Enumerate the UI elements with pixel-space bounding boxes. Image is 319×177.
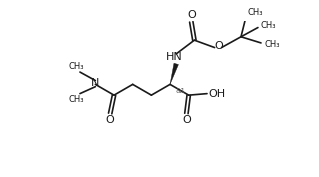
Text: O: O <box>187 10 196 20</box>
Text: &1: &1 <box>175 88 185 93</box>
Text: HN: HN <box>166 52 182 62</box>
Text: O: O <box>214 41 223 51</box>
Text: N: N <box>91 78 100 88</box>
Text: O: O <box>182 115 191 125</box>
Text: CH₃: CH₃ <box>264 40 279 49</box>
Text: CH₃: CH₃ <box>247 8 263 17</box>
Text: CH₃: CH₃ <box>68 62 84 71</box>
Polygon shape <box>170 63 178 84</box>
Text: O: O <box>105 115 114 125</box>
Text: OH: OH <box>209 89 226 99</box>
Text: CH₃: CH₃ <box>68 95 84 104</box>
Text: CH₃: CH₃ <box>261 21 277 30</box>
